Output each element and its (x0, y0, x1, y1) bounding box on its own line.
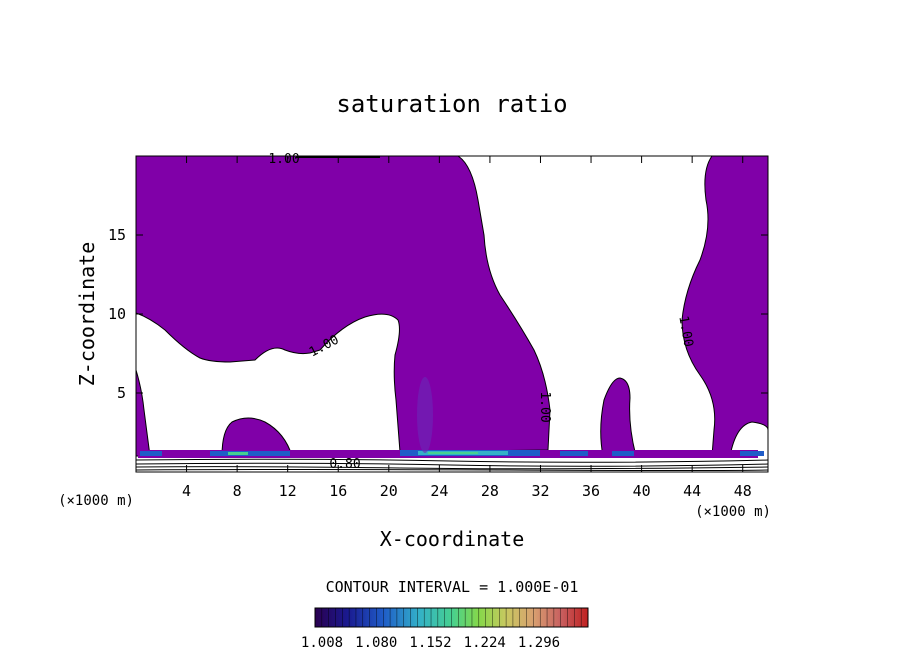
band-blue-6 (740, 451, 764, 456)
colorbar-tick-label-3: 1.224 (464, 635, 506, 651)
x-tick-label-4: 20 (380, 482, 398, 500)
band-blue-4 (560, 451, 588, 456)
contour-label-right: 1.00 (675, 315, 695, 348)
band-blue-1 (140, 451, 162, 456)
colorbar-tick-label-0: 1.008 (301, 635, 343, 651)
x-tick-label-5: 24 (430, 482, 448, 500)
band-blue-2 (210, 451, 290, 456)
saturation-region-bump (221, 417, 293, 457)
y-axis-ticks: 5 10 15 (108, 226, 768, 402)
x-tick-label-8: 36 (582, 482, 600, 500)
chart-title: saturation ratio (336, 90, 567, 118)
band-blue-5 (612, 451, 634, 456)
x-tick-label-7: 32 (531, 482, 549, 500)
x-unit-right: (×1000 m) (695, 504, 771, 520)
y-axis-label: Z-coordinate (75, 242, 99, 387)
saturation-region-edge (136, 369, 151, 457)
x-tick-label-1: 8 (233, 482, 242, 500)
x-tick-label-0: 4 (182, 482, 191, 500)
colorbar-ticks: 1.008 1.080 1.152 1.224 1.296 (301, 608, 589, 651)
colorbar-tick-label-1: 1.080 (355, 635, 397, 651)
band-green-1 (228, 452, 248, 455)
contour-label-surface: 0.80 (329, 457, 360, 472)
band-green-2 (428, 452, 478, 454)
x-unit-left: (×1000 m) (58, 493, 134, 509)
colorbar-tick-label-2: 1.152 (409, 635, 451, 651)
colorbar-tick-label-4: 1.296 (518, 635, 560, 651)
saturation-region-right (681, 156, 768, 457)
saturation-region-left (136, 156, 551, 453)
x-axis-ticks: 4 8 12 16 20 24 28 32 36 40 44 48 (182, 156, 752, 500)
contour-label-top: 1.00 (268, 152, 299, 167)
saturation-region-plume (600, 377, 637, 457)
x-axis-label: X-coordinate (380, 527, 525, 551)
y-tick-label-1: 10 (108, 305, 126, 323)
contour-interval-text: CONTOUR INTERVAL = 1.000E-01 (326, 578, 579, 596)
contour-fill (136, 156, 768, 471)
x-tick-label-3: 16 (329, 482, 347, 500)
x-tick-label-6: 28 (481, 482, 499, 500)
y-tick-label-2: 15 (108, 226, 126, 244)
bluish-patch (417, 377, 433, 453)
x-tick-label-11: 48 (734, 482, 752, 500)
contour-label-plume: 1.00 (537, 391, 552, 422)
y-tick-label-0: 5 (117, 384, 126, 402)
surface-contour-lines (136, 458, 768, 471)
x-tick-label-9: 40 (633, 482, 651, 500)
x-tick-label-2: 12 (279, 482, 297, 500)
x-tick-label-10: 44 (683, 482, 701, 500)
